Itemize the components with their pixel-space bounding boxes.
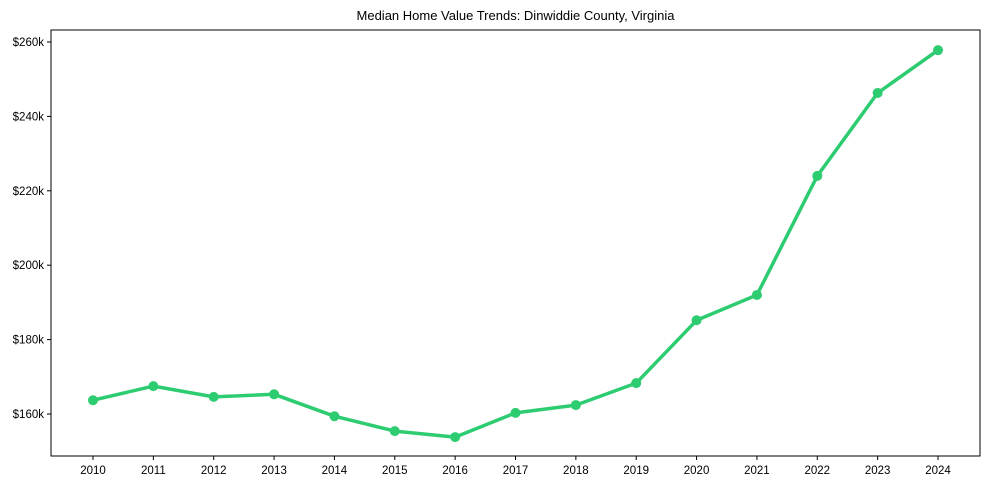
y-tick-label: $200k bbox=[13, 260, 45, 272]
x-tick-label: 2021 bbox=[744, 465, 770, 477]
data-point-marker bbox=[450, 432, 461, 443]
data-point-marker bbox=[88, 395, 98, 406]
x-tick-label: 2020 bbox=[684, 465, 710, 477]
y-tick-label: $220k bbox=[13, 186, 45, 198]
x-tick-label: 2019 bbox=[623, 465, 649, 477]
x-tick-label: 2023 bbox=[865, 465, 891, 477]
data-point-marker bbox=[933, 45, 943, 56]
x-tick-label: 2024 bbox=[925, 465, 951, 477]
data-point-marker bbox=[570, 400, 581, 411]
data-point-marker bbox=[872, 87, 883, 98]
data-point-marker bbox=[812, 170, 823, 181]
chart-title: Median Home Value Trends: Dinwiddie Coun… bbox=[356, 8, 675, 23]
data-point-marker bbox=[389, 426, 400, 437]
y-tick-label: $240k bbox=[13, 111, 45, 123]
x-tick-label: 2014 bbox=[322, 465, 348, 477]
data-point-marker bbox=[691, 315, 702, 326]
x-tick-label: 2018 bbox=[563, 465, 589, 477]
y-tick-label: $160k bbox=[13, 409, 45, 421]
data-point-marker bbox=[329, 411, 340, 422]
series-line bbox=[91, 48, 940, 439]
x-tick-label: 2010 bbox=[80, 465, 106, 477]
x-tick-label: 2012 bbox=[201, 465, 227, 477]
x-tick-label: 2015 bbox=[382, 465, 408, 477]
x-tick-label: 2022 bbox=[804, 465, 830, 477]
data-point-marker bbox=[510, 407, 521, 418]
x-tick-label: 2017 bbox=[503, 465, 529, 477]
data-point-marker bbox=[751, 289, 762, 300]
x-tick-label: 2011 bbox=[141, 465, 166, 477]
data-point-marker bbox=[269, 389, 280, 400]
y-tick-label: $180k bbox=[13, 335, 45, 347]
x-tick-label: 2016 bbox=[442, 465, 468, 477]
data-point-marker bbox=[148, 381, 159, 392]
data-point-marker bbox=[631, 378, 642, 389]
x-tick-label: 2013 bbox=[261, 465, 287, 477]
y-tick-label: $260k bbox=[13, 37, 45, 49]
data-point-marker bbox=[208, 391, 219, 402]
